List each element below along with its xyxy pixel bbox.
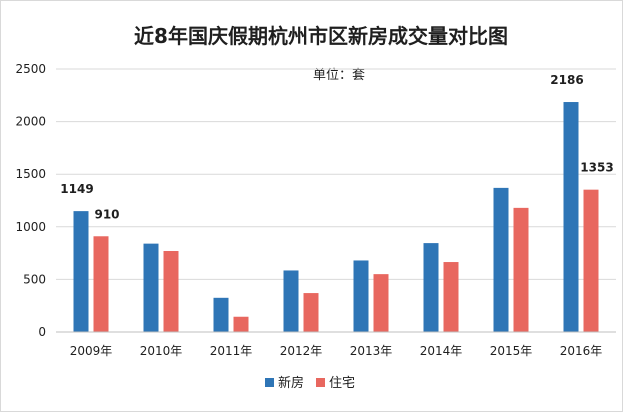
bar-new-homes-1 (143, 243, 159, 332)
x-category-label: 2015年 (490, 344, 533, 358)
y-tick-label: 500 (23, 272, 46, 286)
bar-new-homes-0 (73, 211, 89, 332)
bar-new-homes-4 (353, 260, 369, 332)
bar-residential-5 (443, 262, 459, 332)
x-category-label: 2010年 (140, 344, 183, 358)
x-axis-categories: 2009年 2010年 2011年 2012年 2013年 2014年 2015年 2016年 (70, 344, 603, 358)
bar-residential-1 (163, 250, 179, 332)
x-category-label: 2016年 (560, 344, 603, 358)
x-category-label: 2009年 (70, 344, 113, 358)
gridlines (56, 68, 616, 280)
legend-swatch-new-homes (265, 378, 274, 387)
bar-new-homes-6 (493, 187, 509, 332)
x-category-label: 2013年 (350, 344, 393, 358)
bars (73, 102, 599, 332)
data-label: 910 (94, 207, 119, 221)
bar-residential-2 (233, 316, 249, 332)
chart-title: 近8年国庆假期杭州市区新房成交量对比图 (134, 24, 508, 48)
unit-label: 单位：套 (313, 67, 365, 83)
x-category-label: 2011年 (210, 344, 253, 358)
bar-residential-3 (303, 293, 319, 332)
bar-new-homes-2 (213, 297, 229, 332)
y-tick-label: 1500 (15, 167, 46, 181)
y-tick-label: 2500 (15, 62, 46, 76)
legend-swatch-residential (316, 378, 325, 387)
bar-new-homes-5 (423, 243, 439, 332)
y-tick-label: 1000 (15, 220, 46, 234)
data-label: 1353 (580, 161, 613, 175)
data-label: 2186 (550, 73, 583, 87)
legend-label-residential: 住宅 (329, 376, 355, 391)
y-tick-label: 2000 (15, 115, 46, 129)
y-tick-label: 0 (38, 325, 46, 339)
bar-residential-4 (373, 274, 389, 332)
x-category-label: 2014年 (420, 344, 463, 358)
bar-new-homes-3 (283, 270, 299, 332)
bar-residential-7 (583, 189, 599, 332)
bar-residential-6 (513, 207, 529, 332)
legend-label-new-homes: 新房 (278, 375, 304, 391)
legend: 新房 住宅 (265, 375, 355, 391)
x-category-label: 2012年 (280, 344, 323, 358)
bar-residential-0 (93, 236, 109, 332)
y-axis-ticks: 0 500 1000 1500 2000 2500 (15, 62, 46, 339)
bar-new-homes-7 (563, 102, 579, 332)
data-label: 1149 (60, 182, 93, 196)
